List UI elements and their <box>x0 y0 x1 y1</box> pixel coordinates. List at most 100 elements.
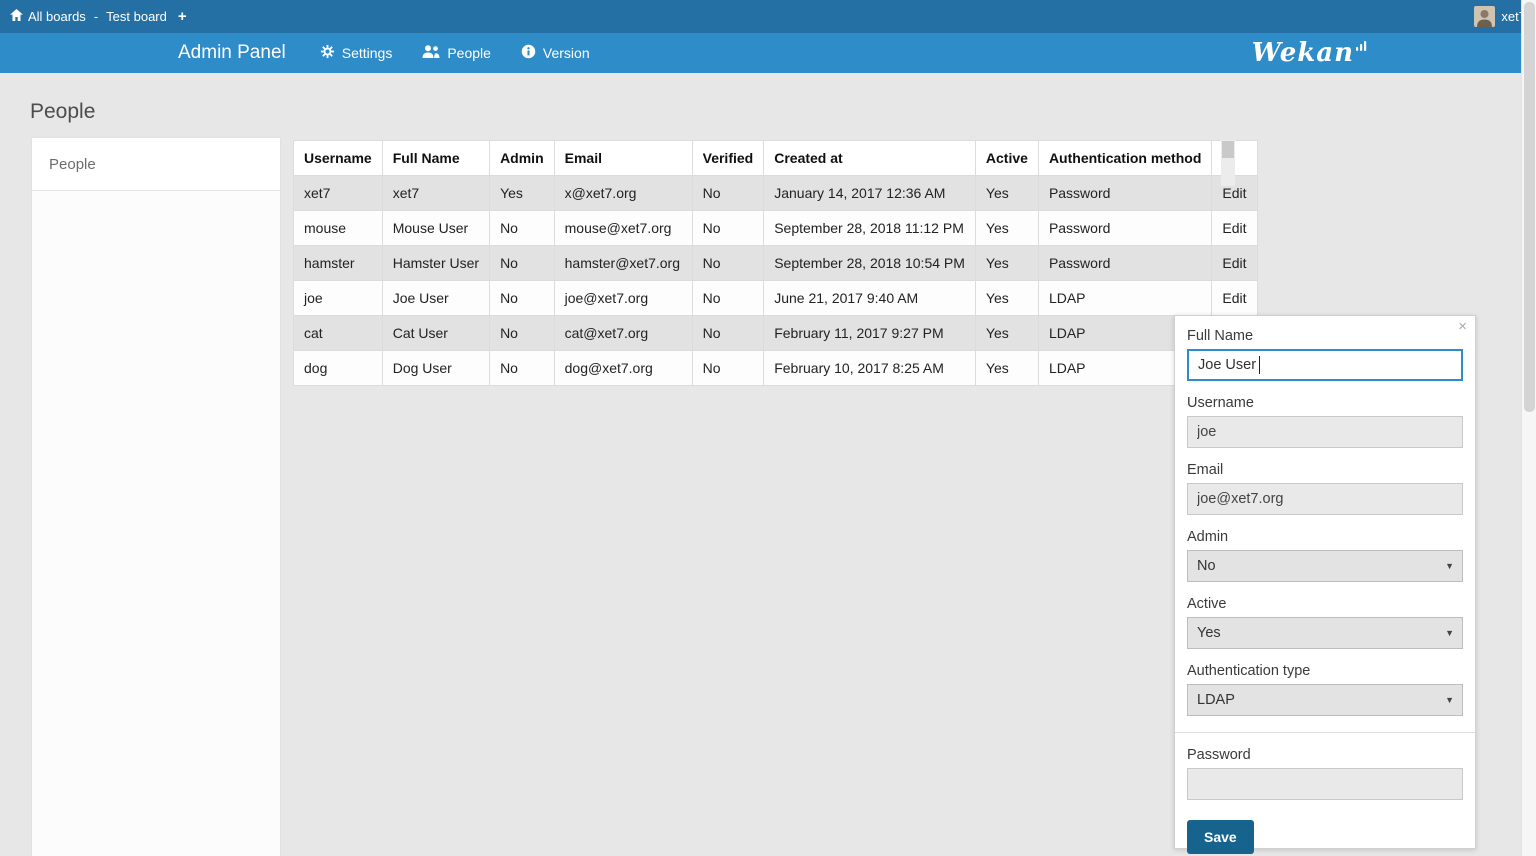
chevron-down-icon: ▼ <box>1445 561 1454 571</box>
chevron-down-icon: ▼ <box>1445 695 1454 705</box>
page-title: People <box>30 100 96 123</box>
edit-link[interactable]: Edit <box>1211 280 1258 316</box>
admin-header: Admin Panel Settings <box>0 33 1536 73</box>
table-row: mouse Mouse User No mouse@xet7.org No Se… <box>293 210 1258 246</box>
cell-email: dog@xet7.org <box>553 350 693 386</box>
cell-admin: No <box>489 280 555 316</box>
cell-fullname: Dog User <box>381 350 491 386</box>
cell-auth: LDAP <box>1037 280 1213 316</box>
cell-created: January 14, 2017 12:36 AM <box>763 175 976 211</box>
edit-link[interactable]: Edit <box>1211 210 1258 246</box>
table-header-row: Username Full Name Admin Email Verified … <box>293 140 1258 176</box>
active-select[interactable]: Yes ▼ <box>1187 617 1463 649</box>
cell-verified: No <box>691 175 765 211</box>
column-header-auth: Authentication method <box>1037 140 1213 176</box>
cell-auth: Password <box>1037 175 1213 211</box>
cell-email: mouse@xet7.org <box>553 210 693 246</box>
table-scrollbar[interactable] <box>1221 140 1235 186</box>
active-group: Active Yes ▼ <box>1187 596 1463 649</box>
email-group: Email <box>1187 462 1463 515</box>
topbar: All boards - Test board + xet7 <box>0 0 1536 33</box>
column-header-verified: Verified <box>691 140 765 176</box>
breadcrumb-separator: - <box>93 9 99 24</box>
save-button[interactable]: Save <box>1187 820 1254 854</box>
cell-created: February 11, 2017 9:27 PM <box>763 315 976 351</box>
cell-active: Yes <box>974 245 1039 281</box>
edit-link[interactable]: Edit <box>1211 245 1258 281</box>
cell-active: Yes <box>974 175 1039 211</box>
wekan-logo: Wekan <box>1252 40 1368 66</box>
full-name-group: Full Name <box>1187 328 1463 381</box>
cell-email: cat@xet7.org <box>553 315 693 351</box>
wekan-logo-bars <box>1356 41 1367 51</box>
avatar[interactable] <box>1474 6 1496 27</box>
close-icon[interactable]: × <box>1458 318 1467 335</box>
auth-type-select-value: LDAP <box>1197 692 1235 708</box>
board-link[interactable]: Test board <box>106 9 167 24</box>
cell-active: Yes <box>974 350 1039 386</box>
email-input[interactable] <box>1187 483 1463 515</box>
cell-verified: No <box>691 315 765 351</box>
nav-people[interactable]: People <box>422 45 491 61</box>
cell-fullname: xet7 <box>381 175 491 211</box>
cell-auth: Password <box>1037 245 1213 281</box>
auth-type-select[interactable]: LDAP ▼ <box>1187 684 1463 716</box>
table-row: hamster Hamster User No hamster@xet7.org… <box>293 245 1258 281</box>
column-header-username: Username <box>293 140 383 176</box>
cell-admin: No <box>489 210 555 246</box>
page-scrollbar[interactable] <box>1521 0 1536 856</box>
password-label: Password <box>1187 747 1251 763</box>
cell-verified: No <box>691 280 765 316</box>
cell-email: joe@xet7.org <box>553 280 693 316</box>
all-boards-link[interactable]: All boards <box>28 9 86 24</box>
cell-username: hamster <box>293 245 383 281</box>
password-input[interactable] <box>1187 768 1463 800</box>
cell-active: Yes <box>974 280 1039 316</box>
admin-label: Admin <box>1187 529 1229 545</box>
cell-fullname: Mouse User <box>381 210 491 246</box>
admin-select[interactable]: No ▼ <box>1187 550 1463 582</box>
cell-admin: No <box>489 350 555 386</box>
column-header-email: Email <box>553 140 693 176</box>
username-label: Username <box>1187 395 1254 411</box>
cell-username: mouse <box>293 210 383 246</box>
topbar-username[interactable]: xet7 <box>1501 9 1526 24</box>
people-icon <box>422 45 440 61</box>
username-group: Username <box>1187 395 1463 448</box>
add-board-icon[interactable]: + <box>177 8 187 25</box>
cell-created: September 28, 2018 10:54 PM <box>763 245 976 281</box>
cell-auth: Password <box>1037 210 1213 246</box>
edit-user-panel: × Full Name Username Email Admin No ▼ Ac… <box>1174 315 1476 854</box>
table-row: joe Joe User No joe@xet7.org No June 21,… <box>293 280 1258 316</box>
sidebar: People <box>32 138 280 856</box>
auth-type-group: Authentication type LDAP ▼ <box>1187 663 1463 716</box>
nav-version[interactable]: Version <box>521 44 590 62</box>
column-header-active: Active <box>974 140 1039 176</box>
nav-version-label: Version <box>542 45 590 61</box>
cell-created: June 21, 2017 9:40 AM <box>763 280 976 316</box>
admin-nav: Settings People Version <box>320 44 590 62</box>
wekan-logo-text: Wekan <box>1251 38 1354 68</box>
sidebar-item-people[interactable]: People <box>32 138 280 191</box>
cell-admin: Yes <box>489 175 555 211</box>
cell-email: x@xet7.org <box>553 175 693 211</box>
auth-type-label: Authentication type <box>1187 663 1311 679</box>
nav-settings[interactable]: Settings <box>320 44 392 62</box>
email-label: Email <box>1187 462 1224 478</box>
page-scrollbar-thumb[interactable] <box>1524 2 1535 412</box>
admin-select-value: No <box>1197 558 1216 574</box>
cell-email: hamster@xet7.org <box>553 245 693 281</box>
password-group: Password <box>1187 747 1463 800</box>
cell-username: cat <box>293 315 383 351</box>
cell-username: joe <box>293 280 383 316</box>
table-scrollbar-thumb[interactable] <box>1222 141 1234 158</box>
home-icon[interactable] <box>10 9 23 24</box>
cell-fullname: Hamster User <box>381 245 491 281</box>
cell-created: February 10, 2017 8:25 AM <box>763 350 976 386</box>
active-select-value: Yes <box>1197 625 1221 641</box>
cell-created: September 28, 2018 11:12 PM <box>763 210 976 246</box>
cell-fullname: Cat User <box>381 315 491 351</box>
table-row: xet7 xet7 Yes x@xet7.org No January 14, … <box>293 175 1258 211</box>
username-input[interactable] <box>1187 416 1463 448</box>
full-name-input[interactable] <box>1187 349 1463 381</box>
